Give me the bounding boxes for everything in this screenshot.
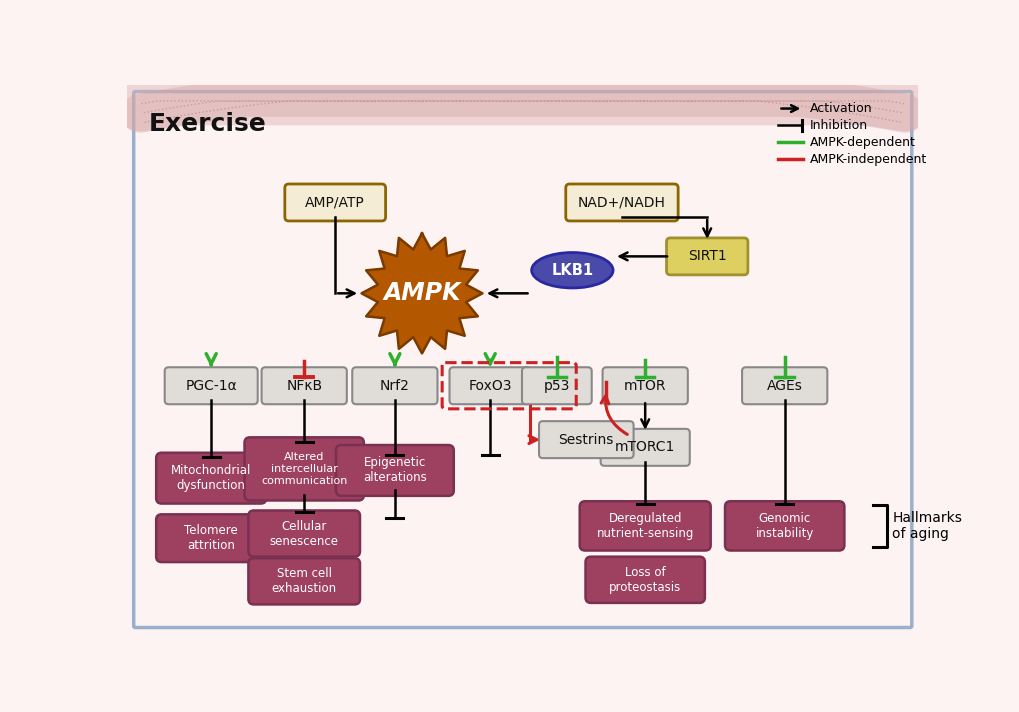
FancyBboxPatch shape <box>164 367 258 404</box>
Text: AMPK-independent: AMPK-independent <box>809 153 926 166</box>
Text: LKB1: LKB1 <box>550 263 593 278</box>
Text: NAD+/NADH: NAD+/NADH <box>578 196 665 209</box>
FancyBboxPatch shape <box>335 445 453 496</box>
Text: Altered
intercellular
communication: Altered intercellular communication <box>261 452 347 486</box>
FancyBboxPatch shape <box>522 367 591 404</box>
Text: AMPK-dependent: AMPK-dependent <box>809 136 914 149</box>
Text: FoxO3: FoxO3 <box>468 379 512 393</box>
Text: Activation: Activation <box>809 102 871 115</box>
FancyBboxPatch shape <box>249 558 360 604</box>
FancyBboxPatch shape <box>579 501 710 550</box>
Text: AMP/ATP: AMP/ATP <box>305 196 365 209</box>
FancyBboxPatch shape <box>602 367 687 404</box>
Text: Deregulated
nutrient-sensing: Deregulated nutrient-sensing <box>596 512 693 540</box>
FancyBboxPatch shape <box>261 367 346 404</box>
Text: Loss of
proteostasis: Loss of proteostasis <box>608 566 681 594</box>
Text: NFκB: NFκB <box>286 379 322 393</box>
FancyBboxPatch shape <box>742 367 826 404</box>
FancyBboxPatch shape <box>156 453 266 503</box>
Text: Epigenetic
alterations: Epigenetic alterations <box>363 456 426 484</box>
FancyBboxPatch shape <box>284 184 385 221</box>
Text: Hallmarks
of aging: Hallmarks of aging <box>892 511 961 541</box>
FancyBboxPatch shape <box>665 238 747 275</box>
Text: Sestrins: Sestrins <box>558 433 613 446</box>
Ellipse shape <box>531 253 612 288</box>
FancyBboxPatch shape <box>249 511 360 557</box>
Polygon shape <box>361 234 482 353</box>
Text: Cellular
senescence: Cellular senescence <box>269 520 338 548</box>
Text: p53: p53 <box>543 379 570 393</box>
FancyBboxPatch shape <box>245 437 364 501</box>
FancyBboxPatch shape <box>449 367 530 404</box>
FancyBboxPatch shape <box>352 367 437 404</box>
Text: Telomere
attrition: Telomere attrition <box>184 524 237 553</box>
Text: Nrf2: Nrf2 <box>379 379 410 393</box>
FancyBboxPatch shape <box>600 429 689 466</box>
Text: SIRT1: SIRT1 <box>687 249 726 263</box>
Text: mTOR: mTOR <box>624 379 665 393</box>
FancyBboxPatch shape <box>156 514 266 562</box>
Text: Mitochondrial
dysfunction: Mitochondrial dysfunction <box>171 464 251 492</box>
Text: Inhibition: Inhibition <box>809 119 867 132</box>
Text: Exercise: Exercise <box>149 112 267 137</box>
Text: PGC-1α: PGC-1α <box>185 379 236 393</box>
Text: AMPK: AMPK <box>383 281 461 305</box>
Text: AGEs: AGEs <box>766 379 802 393</box>
Text: Stem cell
exhaustion: Stem cell exhaustion <box>271 567 336 595</box>
FancyBboxPatch shape <box>585 557 704 603</box>
FancyBboxPatch shape <box>538 422 633 458</box>
FancyBboxPatch shape <box>133 92 911 627</box>
Text: Genomic
instability: Genomic instability <box>755 512 813 540</box>
FancyBboxPatch shape <box>566 184 678 221</box>
Text: mTORC1: mTORC1 <box>614 440 675 454</box>
FancyBboxPatch shape <box>725 501 844 550</box>
